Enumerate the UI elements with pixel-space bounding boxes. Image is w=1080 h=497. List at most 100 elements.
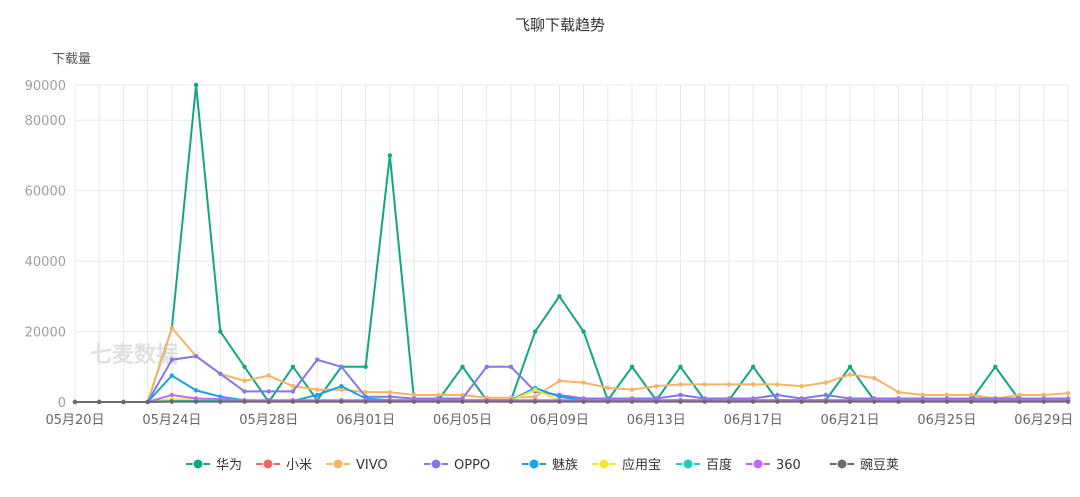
y-axis-ticks: 0 20000 40000 60000 80000 90000 xyxy=(25,79,66,411)
data-point xyxy=(654,399,659,404)
data-point xyxy=(557,294,562,299)
data-point xyxy=(847,372,853,377)
data-point xyxy=(169,357,175,362)
legend-item[interactable]: 豌豆荚 xyxy=(830,457,899,473)
data-point xyxy=(290,389,296,394)
data-point xyxy=(266,389,271,394)
data-point xyxy=(218,399,223,404)
data-point xyxy=(411,399,417,404)
data-point xyxy=(218,371,223,377)
data-point xyxy=(242,364,247,369)
legend-item[interactable]: 魅族 xyxy=(522,457,578,473)
legend-item[interactable]: 百度 xyxy=(676,457,732,473)
series-8 xyxy=(72,399,1071,405)
legend-label: 360 xyxy=(776,458,801,473)
data-point xyxy=(290,383,296,389)
legend-marker xyxy=(528,458,540,470)
x-tick-label: 06月05日 xyxy=(433,413,492,428)
data-point xyxy=(993,364,998,369)
data-point xyxy=(944,399,950,404)
data-point xyxy=(799,399,804,404)
x-tick-label: 06月17日 xyxy=(724,413,783,428)
legend-label: 豌豆荚 xyxy=(860,457,899,473)
data-point xyxy=(581,329,586,334)
legend-label: 百度 xyxy=(706,457,732,473)
data-point xyxy=(314,399,320,404)
data-point xyxy=(678,364,683,369)
legend-label: 魅族 xyxy=(552,457,578,473)
data-point xyxy=(193,396,199,401)
data-point xyxy=(387,399,393,404)
data-point xyxy=(314,357,320,362)
legend-label: 华为 xyxy=(216,458,242,473)
data-point xyxy=(193,399,199,404)
legend-item[interactable]: OPPO xyxy=(424,458,490,473)
data-point xyxy=(920,392,925,398)
data-point xyxy=(605,385,611,391)
data-point xyxy=(775,382,780,387)
series-line xyxy=(75,393,1068,403)
data-point xyxy=(872,399,877,404)
data-point xyxy=(97,399,102,405)
legend-label: VIVO xyxy=(356,458,388,473)
data-point xyxy=(1017,392,1022,398)
data-point xyxy=(266,399,271,404)
data-point xyxy=(169,399,175,404)
data-point xyxy=(532,399,538,404)
data-point xyxy=(993,399,998,404)
data-point xyxy=(169,392,175,398)
data-point xyxy=(775,392,780,398)
data-point xyxy=(726,382,732,387)
legend-item[interactable]: 应用宝 xyxy=(592,457,661,473)
watermark: 七麦数据 xyxy=(90,342,178,368)
legend-item[interactable]: 360 xyxy=(746,458,801,473)
legend-marker xyxy=(430,458,442,470)
data-point xyxy=(557,394,562,399)
data-point xyxy=(436,392,441,398)
legend-item[interactable]: 小米 xyxy=(256,458,312,473)
data-point xyxy=(387,153,393,158)
x-tick-label: 06月09日 xyxy=(530,413,589,428)
y-tick-label: 0 xyxy=(58,396,66,411)
data-point xyxy=(363,399,368,404)
data-point xyxy=(920,399,925,404)
data-point xyxy=(242,389,247,394)
data-point xyxy=(605,399,611,404)
data-point xyxy=(363,389,368,395)
x-tick-label: 06月13日 xyxy=(627,413,686,428)
data-point xyxy=(654,383,659,389)
data-point xyxy=(339,399,344,404)
series-line xyxy=(75,84,1068,403)
x-tick-label: 05月28日 xyxy=(239,413,298,428)
data-point xyxy=(896,399,901,404)
y-tick-label: 60000 xyxy=(25,185,66,200)
chart-title: 飞聊下载趋势 xyxy=(515,16,605,34)
legend-item[interactable]: 华为 xyxy=(186,458,242,473)
data-point xyxy=(847,364,853,369)
data-point xyxy=(484,364,489,369)
data-point xyxy=(339,364,344,369)
data-point xyxy=(460,399,465,404)
legend-marker xyxy=(752,458,764,470)
data-point xyxy=(484,399,489,404)
data-point xyxy=(169,373,175,378)
data-point xyxy=(968,392,974,398)
y-tick-label: 80000 xyxy=(25,114,66,129)
legend-marker xyxy=(836,458,848,470)
data-point xyxy=(1041,399,1046,404)
data-point xyxy=(750,364,756,369)
data-point xyxy=(629,399,635,404)
legend-item[interactable]: VIVO xyxy=(326,458,388,473)
legend-marker xyxy=(192,458,204,470)
y-tick-label: 40000 xyxy=(25,255,66,270)
legend-marker xyxy=(262,458,274,470)
data-point xyxy=(799,383,804,389)
data-point xyxy=(411,392,417,398)
data-point xyxy=(169,325,175,331)
legend[interactable]: 华为 小米 VIVO OPPO 魅族 应用宝 百度 360 豌豆荚 xyxy=(186,457,899,473)
series-line xyxy=(75,355,1068,403)
x-tick-label: 06月25日 xyxy=(917,413,976,428)
data-point xyxy=(193,354,199,359)
data-point xyxy=(775,399,780,404)
